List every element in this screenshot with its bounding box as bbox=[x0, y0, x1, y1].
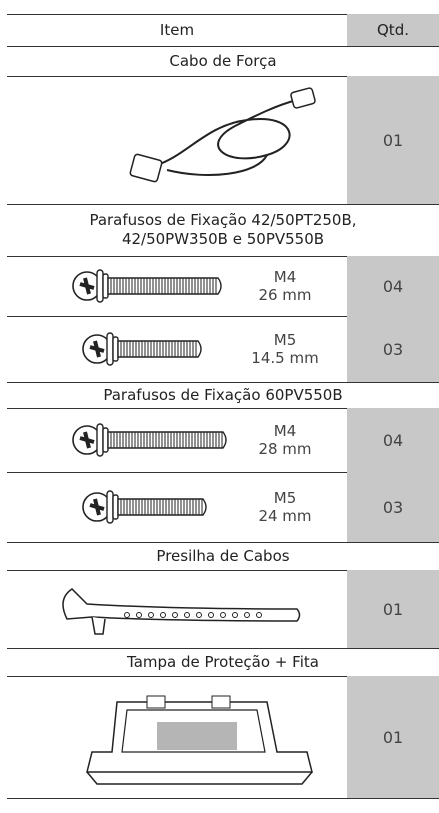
qty: 04 bbox=[382, 276, 404, 296]
spec: 28 mm bbox=[258, 440, 312, 458]
qty: 01 bbox=[347, 76, 439, 204]
qty: 03 bbox=[382, 339, 404, 359]
qty: 01 bbox=[382, 130, 404, 150]
spec: M5 bbox=[273, 331, 297, 349]
rule bbox=[7, 382, 439, 383]
qty: 03 bbox=[382, 497, 404, 517]
spec: 24 mm bbox=[258, 507, 312, 525]
section-title: Cabo de Força bbox=[7, 46, 439, 76]
spec: 14.5 mm bbox=[251, 349, 319, 367]
rule bbox=[7, 542, 439, 543]
section-title: Tampa de Proteção + Fita bbox=[127, 652, 319, 671]
cover-icon bbox=[86, 695, 313, 785]
screw-icon bbox=[82, 332, 202, 366]
rule bbox=[7, 256, 439, 257]
rule bbox=[7, 472, 439, 473]
rule bbox=[7, 676, 439, 677]
spec: M5 bbox=[273, 489, 297, 507]
qty: 01 bbox=[347, 676, 439, 798]
rule bbox=[7, 316, 439, 317]
rule bbox=[7, 204, 439, 205]
spec: M4 bbox=[273, 422, 297, 440]
section-title: Tampa de Proteção + Fita bbox=[7, 648, 439, 676]
header-qty: Qtd. bbox=[377, 20, 409, 39]
section-title: Presilha de Cabos bbox=[156, 546, 290, 565]
section-title: Parafusos de Fixação 60PV550B bbox=[7, 382, 439, 408]
section-title: Parafusos de Fixação 42/50PT250B, 42/50PW… bbox=[7, 204, 439, 256]
spec: M4 28 mm bbox=[230, 408, 340, 472]
rule bbox=[7, 570, 439, 571]
section-title: Parafusos de Fixação 60PV550B bbox=[103, 385, 343, 404]
cable-clip-icon bbox=[62, 588, 301, 635]
section-title: Presilha de Cabos bbox=[7, 542, 439, 570]
qty: 01 bbox=[382, 599, 404, 619]
power-cable-icon bbox=[129, 87, 316, 183]
rule bbox=[7, 648, 439, 649]
spec: M5 14.5 mm bbox=[230, 316, 340, 382]
section-title: Cabo de Força bbox=[169, 51, 277, 70]
qty: 01 bbox=[347, 570, 439, 648]
section-title: 42/50PW350B e 50PV550B bbox=[121, 230, 325, 248]
header-item: Item bbox=[7, 14, 347, 46]
qty: 04 bbox=[347, 256, 439, 316]
qty: 04 bbox=[382, 430, 404, 450]
rule bbox=[7, 76, 439, 77]
screw-icon bbox=[72, 423, 227, 457]
screw-icon bbox=[72, 269, 222, 303]
qty: 03 bbox=[347, 316, 439, 382]
screw-icon bbox=[82, 490, 207, 524]
section-title: Parafusos de Fixação 42/50PT250B, bbox=[89, 211, 357, 229]
rule bbox=[7, 46, 439, 47]
spec: 26 mm bbox=[258, 286, 312, 304]
spec: M4 26 mm bbox=[230, 256, 340, 316]
qty: 01 bbox=[382, 727, 404, 747]
qty: 03 bbox=[347, 472, 439, 542]
spec: M5 24 mm bbox=[230, 472, 340, 542]
spec: M4 bbox=[273, 268, 297, 286]
header-qty: Qtd. bbox=[347, 14, 439, 46]
rule bbox=[7, 14, 439, 15]
header-item: Item bbox=[159, 20, 195, 39]
rule bbox=[7, 408, 439, 409]
rule bbox=[7, 798, 439, 799]
qty: 04 bbox=[347, 408, 439, 472]
